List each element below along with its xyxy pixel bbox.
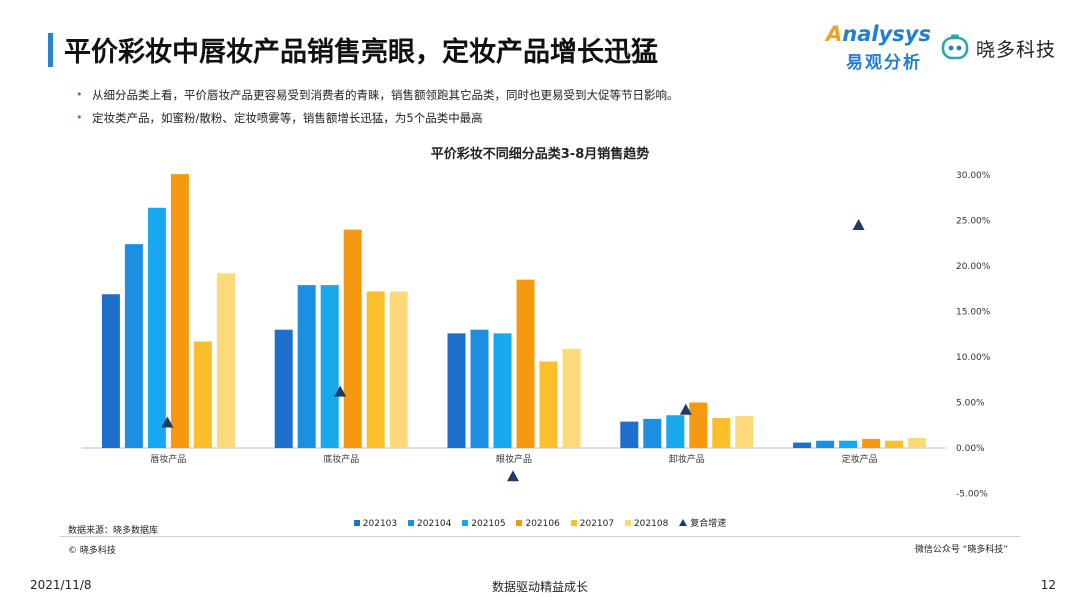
report-date: 2021/11/8 (30, 578, 92, 592)
growth-marker (334, 385, 347, 397)
title-accent-bar (48, 33, 53, 67)
bar (147, 207, 166, 448)
triangle-icon (679, 519, 688, 526)
bar (124, 244, 143, 448)
bar (274, 329, 293, 448)
bar (320, 285, 339, 448)
legend-item: 复合增速 (679, 516, 726, 529)
bar (666, 415, 685, 448)
copyright: © 晓多科技 (68, 546, 116, 556)
y-tick-label: 0.00% (956, 444, 985, 454)
bar (908, 437, 927, 448)
growth-marker (507, 470, 519, 482)
legend-item: 202107 (570, 519, 614, 529)
bar (447, 333, 466, 448)
bullet-item: • 定妆类产品，如蜜粉/散粉、定妆喷雾等，销售额增长迅猛，为5个品类中最高 (76, 111, 483, 125)
bar (620, 421, 639, 448)
bar (839, 440, 858, 448)
bar (793, 442, 812, 448)
y-tick-label: 15.00% (956, 308, 991, 318)
growth-marker (679, 403, 692, 415)
legend-item: 202103 (353, 519, 397, 529)
chart-legend: 202103 202104 202105 202106 202107 20210… (0, 516, 1080, 529)
bullet-dot-icon: • (76, 88, 83, 101)
bullet-list: • 从细分品类上看，平价唇妆产品更容易受到消费者的青睐，销售额领跑其它品类，同时也… (76, 86, 976, 132)
legend-item: 202105 (462, 519, 506, 529)
x-tick-label: 底妆产品 (323, 453, 359, 465)
robot-face-icon (941, 34, 969, 60)
data-source: 数据来源：晓多数据库 (68, 526, 159, 536)
legend-item: 202106 (516, 519, 560, 529)
bar (389, 291, 408, 448)
bar (170, 174, 189, 448)
x-tick-label: 唇妆产品 (150, 453, 186, 465)
legend-item: 202108 (624, 519, 668, 529)
page-number: 12 (1040, 578, 1056, 592)
y-tick-label: 5.00% (956, 399, 985, 409)
chart-title: 平价彩妆不同细分品类3-8月销售趋势 (430, 147, 650, 162)
growth-marker (852, 219, 865, 231)
bar (493, 333, 512, 448)
bar (562, 348, 581, 448)
slogan: 数据驱动精益成长 (491, 580, 588, 594)
x-tick-label: 卸妆产品 (669, 453, 705, 465)
bullet-dot-icon: • (76, 111, 83, 124)
y-tick-label: 25.00% (956, 217, 991, 227)
wechat-account: 微信公众号 “晓多科技” (914, 545, 1008, 555)
bar (712, 417, 731, 448)
growth-marker (161, 416, 174, 428)
y-tick-label: -5.00% (956, 490, 988, 500)
y-tick-label: 20.00% (956, 262, 991, 272)
bar (101, 294, 120, 448)
bar (689, 402, 708, 448)
bar (470, 329, 489, 448)
bar (539, 361, 558, 448)
bullet-item: • 从细分品类上看，平价唇妆产品更容易受到消费者的青睐，销售额领跑其它品类，同时也… (76, 88, 679, 102)
y-tick-label: 30.00% (956, 171, 991, 181)
xiaoduo-logo: 晓多科技 (940, 32, 1070, 66)
bar (885, 440, 904, 448)
bar (297, 285, 316, 448)
x-tick-label: 定妆产品 (842, 453, 878, 465)
bar (862, 438, 881, 448)
y-tick-label: 10.00% (956, 353, 991, 363)
x-tick-label: 眼妆产品 (496, 453, 532, 465)
bar (216, 273, 235, 448)
analysys-logo: Analysys 易观分析 (826, 22, 931, 73)
bar (643, 418, 662, 448)
bar (516, 279, 535, 448)
page-title: 平价彩妆中唇妆产品销售亮眼，定妆产品增长迅猛 (64, 37, 658, 68)
footer-divider (60, 536, 1020, 537)
bar (366, 291, 385, 448)
bar (735, 416, 754, 448)
bar (816, 440, 835, 448)
legend-item: 202104 (408, 519, 451, 529)
bar (193, 341, 212, 448)
bar (343, 229, 362, 448)
